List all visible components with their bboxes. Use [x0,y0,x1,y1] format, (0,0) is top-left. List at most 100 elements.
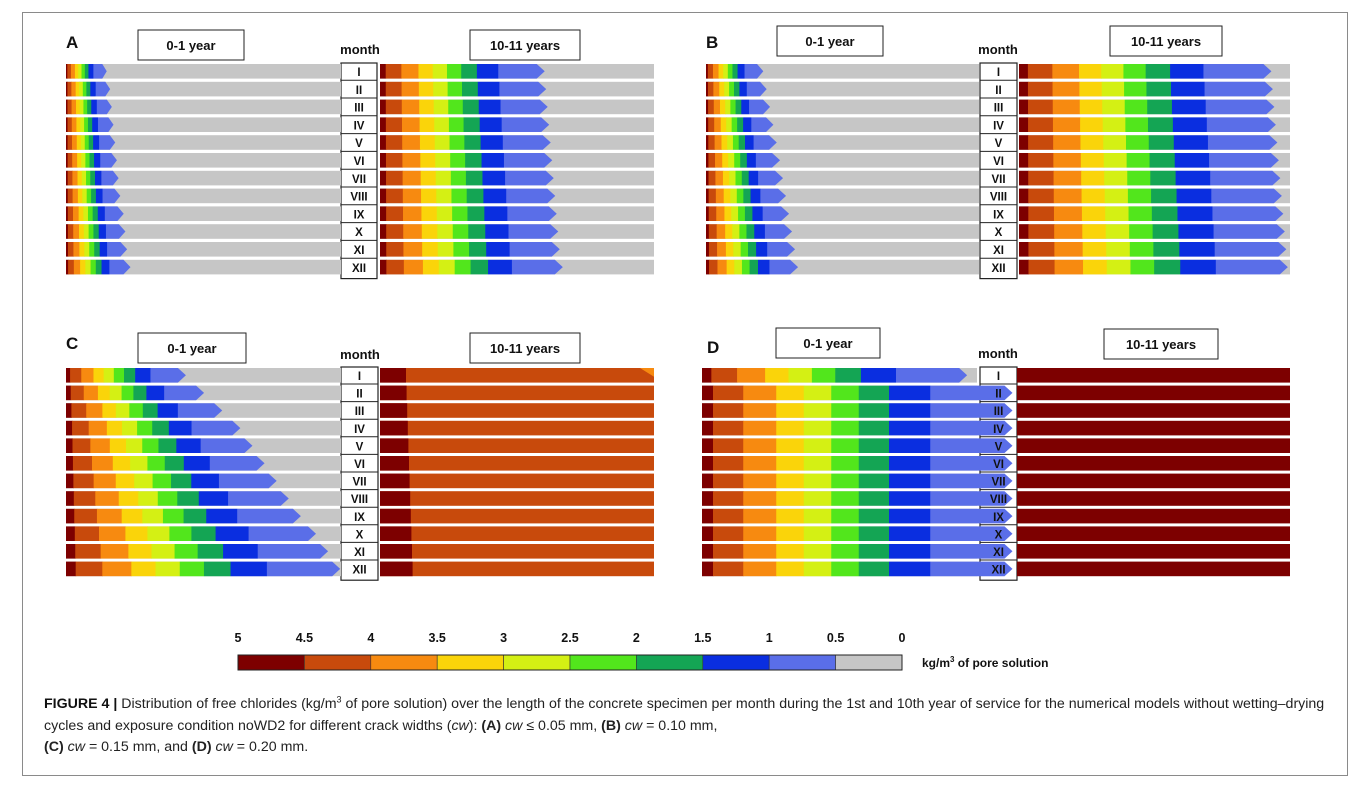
row-0-1-year-band [930,403,1013,418]
row-10-11-years-band [1079,81,1103,97]
row-10-11-years-band [1028,117,1054,132]
row-10-11-years-band [1053,170,1082,186]
row-0-1-year-bg [66,81,341,97]
row-0-1-year-band [706,117,709,132]
month-label: XI [993,547,1004,559]
row-10-11-years-band [1019,188,1029,204]
row-0-1-year-band [722,153,729,168]
row-10-11-years-band [1019,117,1029,132]
row-10-11-years-band [401,81,420,97]
row-10-11-years-band [1215,259,1288,275]
row-10-11-years-band [1211,188,1282,204]
row-10-11-years-surface [380,526,412,541]
row-0-1-year-band [206,508,246,524]
row-0-1-year-band [743,526,777,541]
row-10-11-years-band [385,117,403,132]
row-0-1-year-band [93,368,105,383]
month-label: II [995,389,1001,401]
row-0-1-year-band [737,368,766,383]
row-0-1-year-band [776,420,805,436]
row-10-11-years-band [505,170,554,186]
month-label: XII [352,263,366,275]
month-label: IX [354,512,365,524]
row-0-1-year-band [858,473,897,489]
row-10-11-years-band [1178,224,1222,239]
month-label: V [995,441,1003,453]
row-0-1-year-band [66,206,69,221]
month-label: VIII [350,192,367,204]
row-0-1-year-band [66,170,69,186]
colorbar-tick: 0 [899,631,906,645]
row-0-1-year-band [743,420,777,436]
row-0-1-year-band [714,135,722,150]
row-0-1-year-band [858,508,897,524]
row-0-1-year-band [721,135,728,150]
month-label: V [355,138,363,150]
row-0-1-year-band [714,117,722,132]
month-label: IV [993,424,1004,436]
row-10-11-years-band [1145,64,1179,79]
colorbar-tick: 1 [766,631,773,645]
row-0-1-year-band [930,526,1013,541]
row-0-1-year-band [930,508,1013,524]
row-0-1-year-band [713,491,744,506]
row-10-11-years-band [380,206,387,221]
row-0-1-year-band [702,368,712,383]
row-0-1-year-band [702,403,714,418]
row-0-1-year-band [767,242,796,257]
row-0-1-year-band [200,438,253,453]
row-0-1-year-band [708,188,717,204]
row-0-1-year-band [803,420,840,436]
row-10-11-years-band [1052,117,1081,132]
row-10-11-years [1017,368,1290,383]
row-0-1-year-band [66,456,74,471]
row-0-1-year-band [776,438,805,453]
row-0-1-year-band [723,188,731,204]
row-10-11-years-surface [380,544,412,559]
row-0-1-year-band [203,561,239,577]
row-0-1-year-band [776,491,805,506]
row-0-1-year-band [86,403,103,418]
row-0-1-year-band [708,99,715,115]
row-0-1-year-band [713,420,744,436]
row-0-1-year-band [702,456,714,471]
row-0-1-year-band [66,64,68,79]
row-0-1-year-band [708,170,716,186]
row-0-1-year-band [81,368,94,383]
row-0-1-year-band [78,206,84,221]
row-0-1-year-band [218,473,277,489]
row-10-11-years-band [1179,242,1223,257]
row-10-11-years-band [380,224,387,239]
row-0-1-year-band [76,135,82,150]
colorbar-unit: kg/m3 of pore solution [922,655,1048,670]
row-0-1-year-band [803,385,840,401]
row-0-1-year-band [73,206,80,221]
month-label: V [995,138,1003,150]
row-10-11-years-band [509,242,560,257]
row-0-1-year-band [713,438,744,453]
row-10-11-years-surface [380,420,408,436]
row-0-1-year-band [215,526,257,541]
row-0-1-year-band [702,420,714,436]
row-0-1-year-band [121,508,143,524]
row-0-1-year-band [66,403,72,418]
row-0-1-year-band [702,526,714,541]
row-10-11-years-band [1079,99,1103,115]
row-0-1-year-band [67,64,72,79]
row-0-1-year-band [197,544,232,559]
caption-label: FIGURE 4 | [44,696,118,712]
row-0-1-year-band [183,456,218,471]
row-10-11-years-surface [380,403,408,418]
row-0-1-year-band [831,508,867,524]
row-0-1-year-band [706,99,709,115]
row-10-11-years-band [419,99,435,115]
row-0-1-year-band [858,385,897,401]
row-0-1-year-band [71,117,77,132]
row-10-11-years [380,385,654,401]
row-10-11-years-band [1027,81,1054,97]
row-0-1-year-band [78,224,85,239]
row-0-1-year-band [67,242,74,257]
row-10-11-years [1017,456,1290,471]
row-0-1-year-band [102,561,132,577]
